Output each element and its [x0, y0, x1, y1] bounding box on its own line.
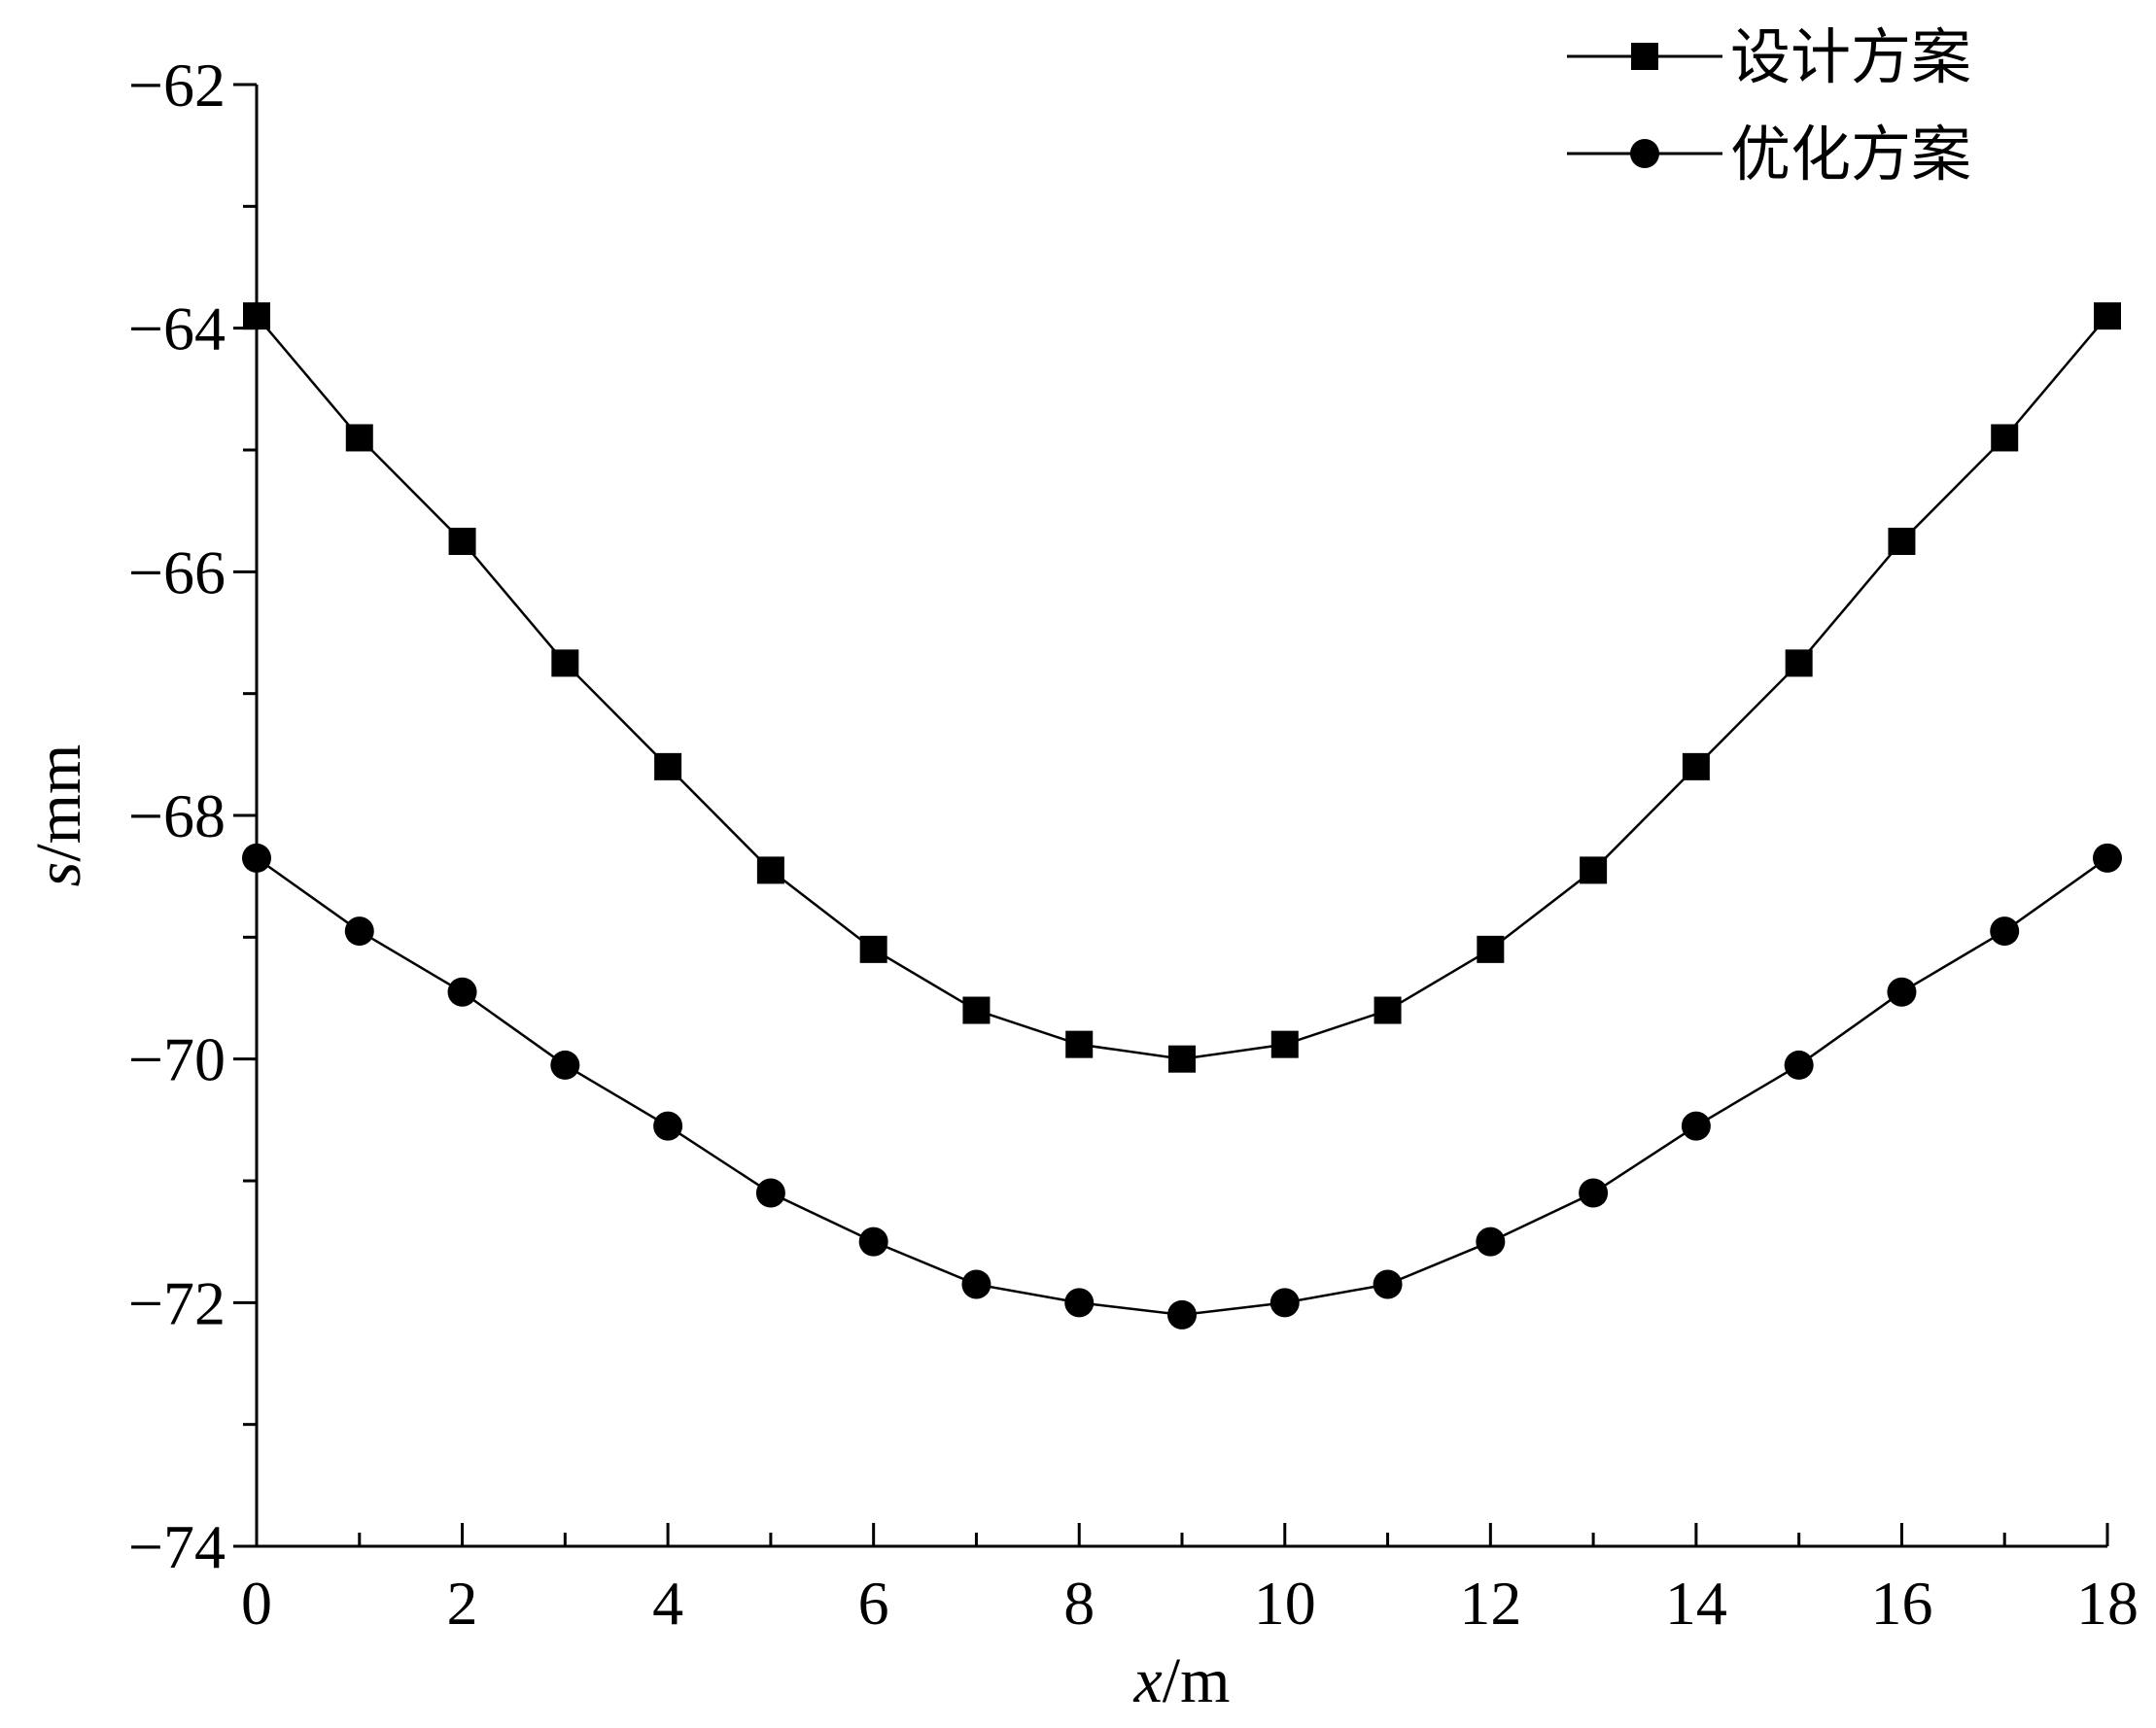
- series-2-point: [1681, 1111, 1711, 1141]
- y-tick-label: −66: [128, 537, 226, 606]
- series-1-point: [1168, 1045, 1196, 1073]
- series-1-point: [1580, 856, 1608, 884]
- x-tick-label: 8: [1063, 1569, 1095, 1638]
- series-1-point: [654, 752, 682, 780]
- series-1-point: [1785, 649, 1813, 677]
- series-2-point: [1887, 977, 1917, 1007]
- legend-label: 优化方案: [1730, 119, 1971, 190]
- series-2-point: [1476, 1227, 1506, 1257]
- series-2-point: [242, 843, 271, 873]
- series-1-point: [551, 649, 579, 677]
- series-2-point: [1784, 1050, 1814, 1080]
- series-1-point: [2094, 302, 2121, 330]
- legend-marker: [1630, 139, 1659, 168]
- series-1-point: [448, 528, 476, 555]
- series-2-point: [653, 1111, 683, 1141]
- series-2-point: [961, 1269, 991, 1299]
- x-axis-label: x/m: [1133, 1645, 1231, 1716]
- legend-marker: [1631, 43, 1658, 70]
- legend-entry-1: 设计方案: [1567, 21, 1971, 92]
- series-2-point: [550, 1050, 580, 1080]
- y-tick-label: −62: [128, 51, 226, 120]
- legend-entry-2: 优化方案: [1567, 119, 1971, 190]
- series-1-point: [243, 302, 270, 330]
- series-1: [243, 302, 2121, 1073]
- y-tick-label: −72: [128, 1268, 226, 1337]
- x-tick-label: 6: [858, 1569, 889, 1638]
- y-tick-label: −70: [128, 1025, 226, 1094]
- series-1-point: [1374, 996, 1402, 1024]
- series-2-point: [447, 977, 477, 1007]
- x-tick-label: 2: [447, 1569, 478, 1638]
- x-tick-label: 18: [2076, 1569, 2139, 1638]
- x-axis-unit: /m: [1163, 1645, 1231, 1716]
- series-1-point: [1991, 424, 2019, 452]
- series-1-point: [962, 996, 991, 1024]
- axes: 0 2 4 6 8 10 12 14 16 18 −62 −64 −66 −68 −70 −72 −74: [128, 51, 2139, 1638]
- series-2-point: [1167, 1299, 1197, 1330]
- series-1-point: [1270, 1030, 1299, 1058]
- series-1-point: [756, 856, 784, 884]
- y-axis-unit: /mm: [23, 744, 94, 862]
- x-tick-label: 10: [1254, 1569, 1316, 1638]
- legend-label: 设计方案: [1730, 21, 1971, 92]
- x-tick-label: 14: [1665, 1569, 1727, 1638]
- x-tick-label: 4: [652, 1569, 683, 1638]
- series-1-point: [345, 424, 373, 452]
- series-1-point: [859, 935, 887, 963]
- series-2-point: [1064, 1288, 1095, 1318]
- y-axis-label: s/mm: [23, 744, 94, 887]
- series-2-point: [2093, 843, 2122, 873]
- y-tick-label: −68: [128, 781, 226, 850]
- series-1-point: [1065, 1030, 1094, 1058]
- x-tick-label: 12: [1459, 1569, 1521, 1638]
- series-2: [242, 843, 2122, 1330]
- x-axis-variable: x: [1133, 1645, 1163, 1716]
- series-2-point: [755, 1178, 785, 1208]
- series-1-point: [1682, 752, 1710, 780]
- y-tick-label: −74: [128, 1512, 226, 1581]
- x-tick-label: 16: [1870, 1569, 1932, 1638]
- series-2-point: [858, 1227, 888, 1257]
- series-2-point: [1373, 1269, 1403, 1299]
- x-tick-label: 0: [241, 1569, 272, 1638]
- series-2-line: [256, 856, 2108, 1317]
- series-2-point: [1269, 1288, 1300, 1318]
- series-1-point: [1888, 528, 1916, 555]
- series-1-point: [1477, 935, 1505, 963]
- series-2-point: [1990, 916, 2020, 947]
- series-2-point: [344, 916, 374, 947]
- series-layer: [242, 302, 2122, 1330]
- series-2-point: [1579, 1178, 1609, 1208]
- y-tick-label: −64: [128, 294, 226, 363]
- series-1-line: [256, 315, 2108, 1060]
- y-axis-variable: s: [23, 862, 94, 887]
